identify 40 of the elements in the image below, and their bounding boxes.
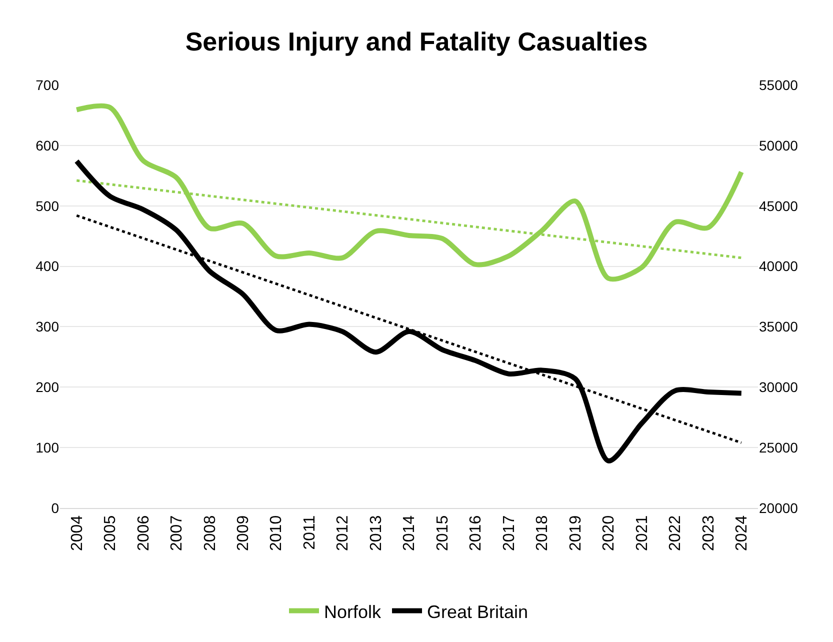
x-tick-label: 2013 — [368, 515, 385, 551]
x-tick-label: 2024 — [734, 515, 751, 551]
x-tick-label: 2010 — [268, 515, 286, 551]
y-tick-label: 400 — [36, 258, 60, 274]
x-tick-label: 2004 — [68, 515, 86, 551]
y2-tick-label: 45000 — [759, 198, 798, 214]
y-tick-label: 600 — [36, 137, 60, 154]
x-tick-label: 2019 — [567, 515, 584, 551]
chart-title: Serious Injury and Fatality Casualties — [185, 26, 648, 56]
y-tick-label: 500 — [36, 198, 60, 214]
x-tick-label: 2016 — [468, 515, 485, 551]
y2-tick-label: 35000 — [759, 318, 798, 335]
y2-tick-label: 50000 — [759, 137, 798, 154]
x-tick-label: 2005 — [102, 515, 120, 551]
x-tick-label: 2023 — [700, 515, 718, 551]
y2-tick-label: 20000 — [759, 500, 798, 516]
x-tick-label: 2012 — [334, 515, 352, 551]
legend-label: Norfolk — [324, 602, 382, 622]
y-tick-label: 700 — [36, 76, 60, 93]
y-tick-label: 100 — [36, 439, 60, 456]
x-tick-label: 2008 — [202, 515, 219, 551]
y2-tick-label: 25000 — [759, 439, 798, 456]
x-tick-label: 2009 — [235, 515, 252, 551]
y2-tick-label: 55000 — [759, 76, 798, 93]
y-tick-label: 0 — [51, 500, 60, 516]
y-tick-label: 200 — [36, 379, 60, 396]
x-tick-label: 2017 — [500, 515, 518, 551]
x-tick-label: 2015 — [434, 515, 452, 551]
x-tick-label: 2022 — [667, 515, 684, 551]
legend-label: Great Britain — [427, 602, 528, 622]
y2-tick-label: 30000 — [759, 379, 798, 396]
x-tick-label: 2020 — [600, 515, 618, 551]
x-tick-label: 2007 — [168, 515, 186, 551]
x-tick-label: 2018 — [534, 515, 552, 551]
x-tick-label: 2014 — [401, 515, 418, 551]
y2-tick-label: 40000 — [759, 258, 798, 274]
x-tick-label: 2006 — [135, 515, 152, 551]
y-tick-label: 300 — [36, 318, 60, 335]
x-tick-label: 2011 — [301, 515, 318, 550]
x-tick-label: 2021 — [634, 515, 651, 551]
